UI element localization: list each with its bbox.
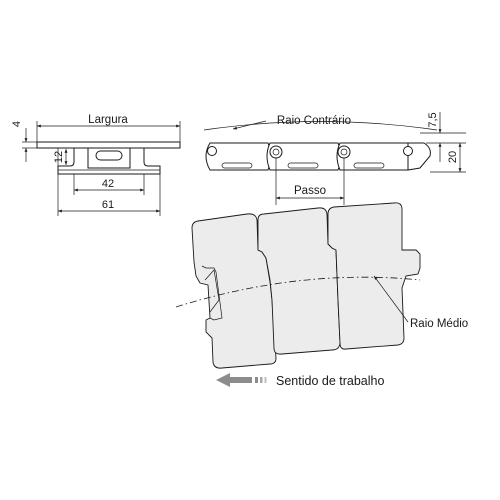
- direction-indicator: Sentido de trabalho: [216, 373, 384, 388]
- cross-section-view: Largura 4 12 42 61: [11, 114, 181, 216]
- pin-1: [207, 146, 217, 156]
- direction-label: Sentido de trabalho: [276, 374, 384, 388]
- direction-arrow-icon: [216, 373, 252, 387]
- raio-contrario-arc: [203, 121, 438, 131]
- side-link-end: [407, 142, 431, 171]
- pin-3: [337, 145, 351, 159]
- top-view: Raio Médio: [175, 202, 468, 369]
- pin-2: [269, 145, 283, 159]
- dim-12-label: 12: [53, 151, 65, 163]
- pin-4: [403, 146, 413, 156]
- dim-4-label: 4: [11, 121, 23, 127]
- raio-contrario-label: Raio Contrário: [277, 115, 351, 127]
- side-view: Raio Contrário 7,5 20 Passo: [203, 112, 466, 205]
- largura-label: Largura: [88, 114, 128, 126]
- dim-61-label: 61: [102, 199, 114, 211]
- dim-7-5-label: 7,5: [427, 112, 439, 127]
- pin-slot: [95, 150, 123, 161]
- passo-label: Passo: [294, 185, 326, 197]
- raio-medio-label: Raio Médio: [410, 318, 468, 330]
- chain-link-3: [327, 202, 421, 350]
- side-link-1: [205, 142, 271, 171]
- dim-20-label: 20: [447, 151, 459, 163]
- chain-link-1: [191, 213, 277, 369]
- dim-42-label: 42: [102, 178, 114, 190]
- center-radius-curve: [175, 276, 421, 308]
- top-plate: [36, 141, 181, 149]
